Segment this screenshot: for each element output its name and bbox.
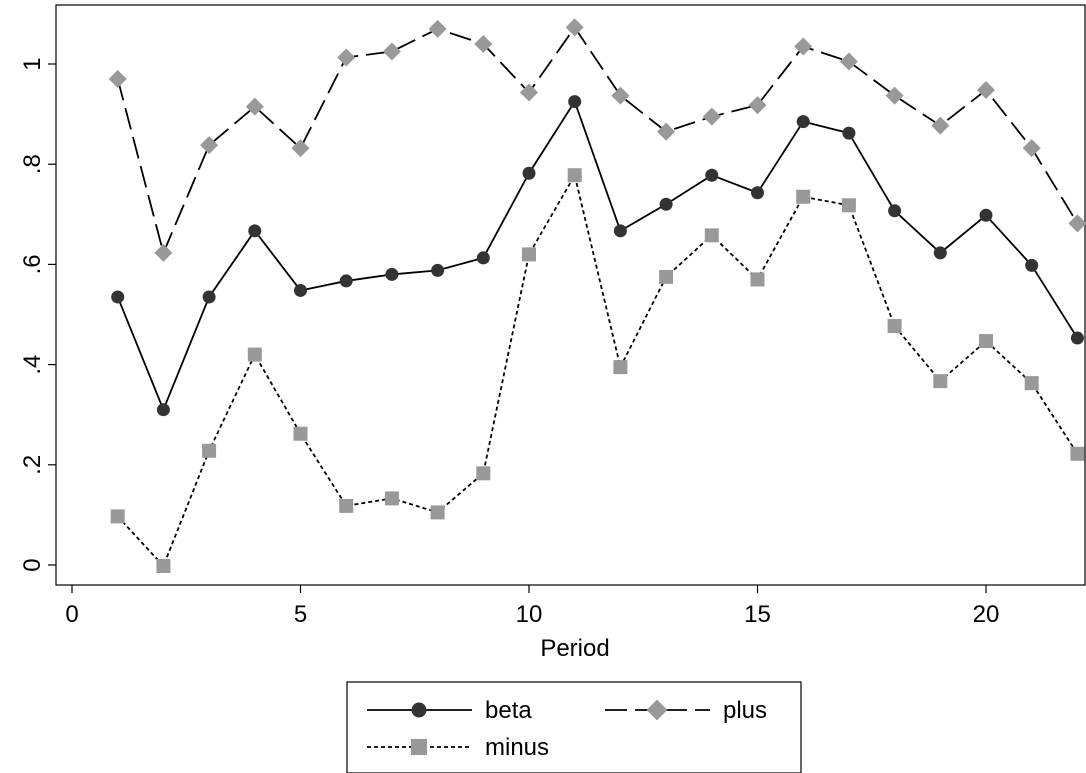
x-tick-label-3: 15 <box>744 601 771 628</box>
point-plus-5 <box>291 139 310 158</box>
point-plus-17 <box>839 52 858 71</box>
series-line-beta <box>116 99 1079 413</box>
y-tick-label-4: .8 <box>19 154 46 174</box>
y-tick-label-5: 1 <box>19 57 46 70</box>
point-plus-11 <box>565 18 584 37</box>
point-plus-9 <box>474 34 493 53</box>
x-tick-label-2: 10 <box>516 601 543 628</box>
point-beta-4 <box>248 224 262 238</box>
point-minus-21 <box>1024 376 1039 391</box>
point-beta-9 <box>476 251 490 265</box>
point-beta-19 <box>933 246 947 260</box>
legend-marker-beta <box>411 702 427 718</box>
point-minus-22 <box>1070 446 1085 461</box>
legend-box <box>346 681 802 773</box>
point-plus-15 <box>748 96 767 115</box>
legend: beta plus minus <box>346 681 802 773</box>
point-beta-21 <box>1025 258 1039 272</box>
point-plus-14 <box>702 107 721 126</box>
series-plus <box>108 18 1086 262</box>
point-plus-13 <box>657 122 676 141</box>
point-plus-8 <box>428 19 447 38</box>
x-axis: 0 5 10 15 20 <box>65 585 999 628</box>
legend-marker-plus <box>646 699 668 721</box>
point-plus-21 <box>1022 139 1041 158</box>
point-beta-2 <box>156 403 170 417</box>
point-minus-5 <box>293 426 308 441</box>
point-plus-22 <box>1068 214 1086 233</box>
point-beta-3 <box>202 290 216 304</box>
legend-label-minus: minus <box>485 734 549 761</box>
point-plus-6 <box>337 48 356 67</box>
point-beta-18 <box>888 204 902 218</box>
y-tick-label-3: .6 <box>19 254 46 274</box>
y-tick-label-0: 0 <box>19 558 46 571</box>
y-tick-label-1: .2 <box>19 455 46 475</box>
point-minus-13 <box>659 269 674 284</box>
point-minus-12 <box>613 360 628 375</box>
point-plus-12 <box>611 86 630 105</box>
x-tick-label-0: 0 <box>65 601 78 628</box>
point-minus-7 <box>384 491 399 506</box>
x-tick-label-4: 20 <box>973 601 1000 628</box>
point-beta-12 <box>613 224 627 238</box>
point-beta-11 <box>568 95 582 109</box>
point-minus-9 <box>476 466 491 481</box>
series-line-minus <box>117 172 1079 568</box>
point-minus-16 <box>796 189 811 204</box>
point-beta-22 <box>1070 331 1084 345</box>
point-plus-7 <box>382 42 401 61</box>
legend-marker-minus <box>410 738 428 756</box>
point-beta-6 <box>339 274 353 288</box>
y-axis: 0 .2 .4 .6 .8 1 <box>19 57 56 572</box>
point-plus-20 <box>977 81 995 100</box>
point-beta-10 <box>522 166 536 180</box>
point-beta-14 <box>705 168 719 182</box>
point-minus-18 <box>887 319 902 334</box>
point-plus-4 <box>245 97 264 116</box>
legend-label-plus: plus <box>723 697 767 724</box>
series-minus <box>110 168 1085 574</box>
point-beta-17 <box>842 126 856 140</box>
x-axis-label: Period <box>540 635 609 662</box>
point-beta-5 <box>294 283 307 297</box>
legend-label-beta: beta <box>485 697 532 724</box>
point-beta-15 <box>751 186 764 200</box>
point-minus-14 <box>704 228 719 243</box>
point-minus-10 <box>522 247 536 262</box>
series-line-plus <box>116 25 1079 256</box>
point-minus-19 <box>933 374 948 389</box>
point-plus-3 <box>200 136 219 155</box>
point-beta-1 <box>111 290 125 304</box>
point-beta-8 <box>431 263 445 277</box>
point-plus-18 <box>885 86 904 105</box>
point-minus-20 <box>979 334 993 349</box>
point-plus-2 <box>154 243 173 262</box>
x-tick-label-1: 5 <box>294 601 307 628</box>
y-tick-label-2: .4 <box>19 355 46 375</box>
series-beta <box>111 95 1084 417</box>
point-plus-19 <box>931 116 950 135</box>
point-beta-16 <box>796 115 810 129</box>
point-plus-16 <box>794 37 813 56</box>
point-minus-2 <box>156 559 171 574</box>
point-minus-17 <box>841 198 856 213</box>
point-plus-10 <box>520 83 538 102</box>
point-beta-7 <box>385 267 399 281</box>
point-minus-8 <box>430 505 445 520</box>
point-minus-6 <box>339 498 354 513</box>
point-plus-1 <box>108 70 127 89</box>
series-layer <box>108 18 1086 574</box>
point-minus-15 <box>750 272 765 287</box>
point-minus-3 <box>202 443 217 458</box>
point-beta-20 <box>979 208 993 222</box>
point-minus-11 <box>567 168 582 183</box>
point-minus-1 <box>110 509 125 524</box>
point-minus-4 <box>247 347 262 362</box>
point-beta-13 <box>659 197 673 211</box>
